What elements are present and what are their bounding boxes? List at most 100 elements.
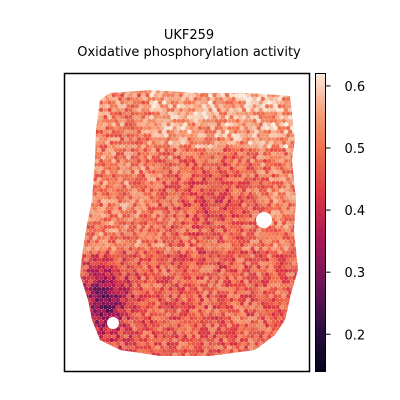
spot [195, 217, 200, 222]
spot [195, 334, 200, 339]
spot [185, 191, 190, 197]
spot [132, 327, 137, 332]
spot [155, 330, 161, 335]
spot [155, 316, 161, 321]
spot [258, 180, 263, 186]
spot [174, 246, 179, 251]
spot [210, 272, 215, 277]
spot [99, 195, 104, 200]
spot [273, 140, 278, 145]
spot [271, 180, 276, 186]
spot [136, 232, 142, 237]
spot [120, 239, 125, 244]
spot [107, 305, 112, 310]
spot [145, 275, 150, 281]
spot [243, 323, 249, 328]
spot [111, 173, 117, 178]
spot [105, 206, 110, 211]
spot [256, 242, 261, 248]
spot [241, 195, 247, 200]
spot [170, 93, 175, 98]
spot [229, 122, 234, 127]
spot [273, 191, 278, 197]
spot [109, 111, 114, 116]
spot [185, 294, 190, 299]
spot [281, 155, 287, 160]
spot [208, 305, 213, 310]
spot [105, 301, 110, 306]
spot [145, 188, 150, 193]
spot [185, 118, 190, 124]
spot [164, 184, 169, 189]
spot [185, 147, 190, 153]
spot [258, 246, 263, 251]
spot [134, 250, 140, 255]
spot [243, 118, 249, 124]
spot [212, 217, 217, 222]
spot [132, 239, 137, 244]
spot [220, 275, 226, 281]
spot [157, 217, 163, 222]
tissue-hole [256, 212, 272, 228]
spot [147, 279, 152, 284]
spot [120, 180, 125, 186]
spot [120, 158, 125, 164]
spot [128, 327, 133, 332]
spot [136, 334, 142, 339]
spot [109, 126, 114, 131]
spot [195, 319, 200, 325]
spot [143, 323, 148, 328]
spot [176, 301, 182, 306]
spot [258, 268, 263, 273]
spot [174, 180, 179, 186]
spot [208, 283, 213, 288]
spot [180, 169, 186, 175]
spot [180, 316, 186, 321]
spot [143, 96, 148, 102]
spot [130, 264, 135, 270]
spot [115, 202, 121, 208]
spot [113, 250, 119, 255]
spot [267, 275, 272, 281]
spot [262, 319, 268, 325]
spot [271, 158, 276, 164]
spot [138, 272, 144, 277]
spot [134, 177, 140, 182]
spot [218, 257, 224, 262]
spot [233, 217, 238, 222]
spot [288, 246, 293, 251]
spot [105, 228, 110, 233]
spot [277, 279, 282, 284]
spot [120, 305, 125, 310]
spot [162, 158, 167, 164]
spot [117, 228, 123, 233]
spot [170, 232, 175, 237]
spot [147, 250, 152, 255]
spot [195, 151, 200, 156]
spot [262, 115, 268, 120]
spot [220, 93, 226, 98]
spot [241, 341, 247, 346]
spot [199, 166, 205, 171]
spot [120, 107, 125, 113]
spot [145, 341, 150, 346]
spot [250, 275, 255, 281]
spot [138, 221, 144, 226]
spot [279, 210, 284, 215]
spot [271, 217, 276, 222]
spot [233, 137, 238, 142]
spot [103, 224, 108, 230]
spot [145, 217, 150, 222]
spot [267, 188, 272, 193]
spot [262, 261, 268, 266]
spot [235, 177, 240, 182]
spot [283, 115, 289, 120]
spot [96, 272, 102, 277]
spot [216, 268, 221, 273]
spot [216, 290, 221, 295]
spot [180, 242, 186, 248]
spot [195, 239, 200, 244]
spot [233, 158, 238, 164]
spot [96, 228, 102, 233]
spot [277, 257, 282, 262]
